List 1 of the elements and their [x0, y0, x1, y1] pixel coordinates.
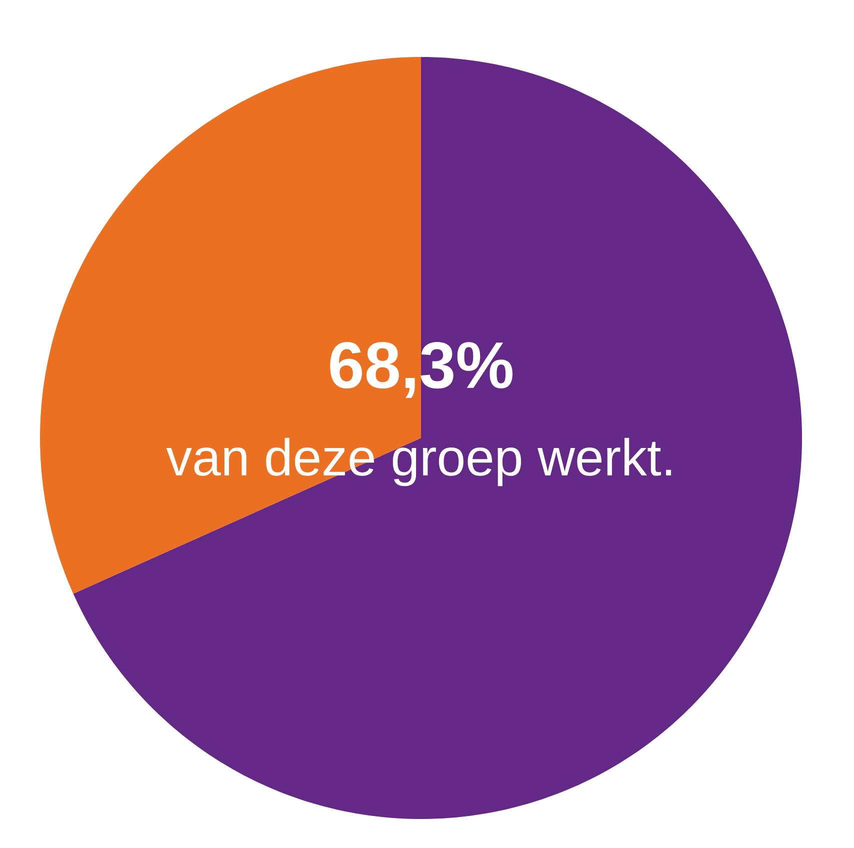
text: van deze groep werkt.	[166, 438, 672, 486]
